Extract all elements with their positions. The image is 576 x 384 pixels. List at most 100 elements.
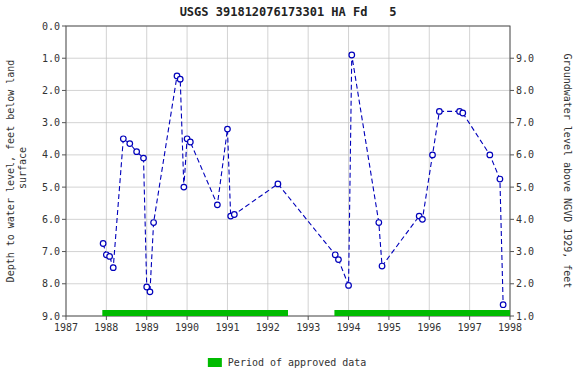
x-tick-label: 1995 [377, 322, 401, 333]
x-tick [227, 316, 228, 320]
x-tick-label: 1994 [336, 322, 360, 333]
point [107, 254, 113, 260]
approved-period-bar [102, 310, 288, 316]
y2-axis-label: Groundwater level above NGVD 1929, feet [562, 54, 573, 289]
y2-tick-label: 3.0 [516, 246, 534, 257]
point [177, 76, 183, 82]
y-grid-line [66, 251, 510, 252]
y-grid-line [66, 154, 510, 155]
x-tick-label: 1988 [94, 322, 118, 333]
y-tick [62, 187, 66, 188]
x-grid-line [308, 26, 309, 316]
x-tick [187, 316, 188, 320]
y-tick [62, 219, 66, 220]
y2-tick-label: 8.0 [516, 85, 534, 96]
plot-frame [66, 26, 510, 316]
approved-period-bar [334, 310, 510, 316]
y2-tick-label: 5.0 [516, 182, 534, 193]
x-grid-line [227, 26, 228, 316]
series-line [103, 55, 503, 305]
y2-tick [510, 219, 514, 220]
point [232, 212, 238, 218]
legend-label: Period of approved data [228, 357, 366, 368]
y2-tick-label: 2.0 [516, 278, 534, 289]
x-tick [66, 316, 67, 320]
y2-tick [510, 251, 514, 252]
chart: USGS 391812076173301 HA Fd 5 1987 1988 1989… [0, 0, 576, 384]
point [147, 289, 153, 295]
y-grid-line [66, 283, 510, 284]
y-tick-label: 1.0 [42, 53, 60, 64]
x-grid-line [267, 26, 268, 316]
x-tick-label: 1998 [498, 322, 522, 333]
grid [66, 26, 510, 316]
point [349, 52, 355, 58]
point [497, 176, 503, 182]
y-tick-label: 3.0 [42, 117, 60, 128]
y2-tick [510, 58, 514, 59]
y-axis-label-line: Depth to water level, feet below land [5, 60, 16, 283]
y2-tick [510, 90, 514, 91]
point [420, 217, 426, 223]
x-tick-label: 1987 [54, 322, 78, 333]
x-tick [348, 316, 349, 320]
y2-tick-label: 6.0 [516, 149, 534, 160]
y2-tick [510, 122, 514, 123]
title: USGS 391812076173301 HA Fd 5 [180, 5, 397, 19]
point [379, 263, 385, 269]
y-tick [62, 122, 66, 123]
y2-tick-label: 1.0 [516, 311, 534, 322]
point [100, 241, 106, 247]
point [188, 139, 194, 145]
x-tick-label: 1990 [175, 322, 199, 333]
point [487, 152, 493, 158]
y2-tick [510, 316, 514, 317]
point [110, 265, 116, 271]
y2-tick-label: 9.0 [516, 53, 534, 64]
x-tick-label: 1996 [417, 322, 441, 333]
point [127, 141, 133, 147]
x-tick [510, 316, 511, 320]
y-grid-line [66, 187, 510, 188]
point [181, 184, 187, 190]
x-tick [469, 316, 470, 320]
point [275, 181, 281, 187]
x-tick [388, 316, 389, 320]
x-grid-line [388, 26, 389, 316]
y2-tick-label: 7.0 [516, 117, 534, 128]
x-tick-label: 1991 [215, 322, 239, 333]
point [346, 283, 352, 289]
y-tick-label: 2.0 [42, 85, 60, 96]
y-tick-label: 0.0 [42, 21, 60, 32]
plot-area [100, 52, 510, 316]
x-tick-label: 1989 [135, 322, 159, 333]
y2-tick [510, 283, 514, 284]
y-tick-label: 7.0 [42, 246, 60, 257]
point [376, 220, 382, 226]
y-tick [62, 154, 66, 155]
x-tick [146, 316, 147, 320]
point [121, 136, 127, 142]
x-tick [267, 316, 268, 320]
y2-tick [510, 187, 514, 188]
legend-swatch [208, 358, 222, 367]
y-tick [62, 283, 66, 284]
y-axis-label-line: surface [17, 147, 28, 195]
x-tick-label: 1993 [296, 322, 320, 333]
point [215, 202, 221, 208]
x-tick [308, 316, 309, 320]
y-tick-label: 4.0 [42, 149, 60, 160]
point [437, 109, 443, 115]
point [225, 126, 231, 132]
y-tick-label: 6.0 [42, 214, 60, 225]
x-grid-line [469, 26, 470, 316]
legend: Period of approved data [208, 357, 366, 368]
point [430, 152, 436, 158]
y-tick-label: 5.0 [42, 182, 60, 193]
y-tick [62, 58, 66, 59]
x-tick [106, 316, 107, 320]
point [141, 155, 147, 161]
y-axis-label: Depth to water level, feet below land su… [5, 60, 28, 283]
x-tick-label: 1992 [256, 322, 280, 333]
y-tick [62, 251, 66, 252]
